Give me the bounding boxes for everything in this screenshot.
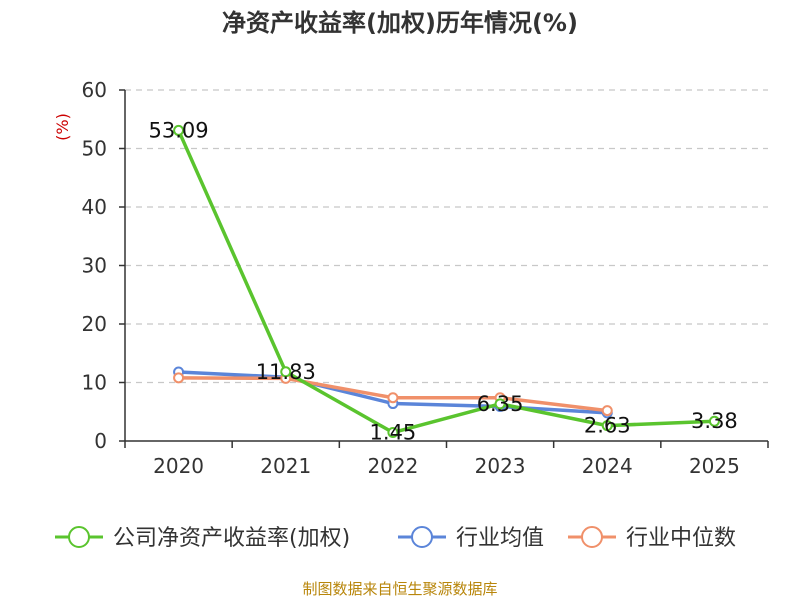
y-tick-label: 50	[82, 137, 107, 161]
data-point[interactable]	[494, 398, 506, 410]
legend[interactable]: 公司净资产收益率(加权) 行业均值 行业中位数	[55, 526, 736, 551]
legend-label: 公司净资产收益率(加权)	[113, 526, 350, 551]
y-tick-label: 0	[94, 429, 107, 453]
data-point[interactable]	[173, 372, 185, 384]
data-label: 1.45	[370, 421, 417, 445]
x-tick-label: 2022	[367, 454, 418, 478]
data-point[interactable]	[173, 124, 185, 136]
series-2	[173, 372, 613, 417]
series-lines	[173, 124, 720, 439]
x-tick-label: 2021	[260, 454, 311, 478]
x-tick-label: 2024	[582, 454, 633, 478]
legend-marker	[68, 526, 90, 548]
chart-title: 净资产收益率(加权)历年情况(%)	[222, 9, 578, 37]
x-tick-label: 2023	[475, 454, 526, 478]
y-tick-label: 30	[82, 254, 107, 278]
legend-item-1[interactable]: 行业均值	[398, 526, 544, 551]
legend-label: 行业中位数	[626, 526, 736, 551]
data-labels: 53.09 11.83 1.45 6.35 2.63 3.38	[149, 118, 738, 444]
legend-item-0[interactable]: 公司净资产收益率(加权)	[55, 526, 350, 551]
axes: 0 10 20 30 40 50 60 2020 2021 2022 2023 2024 2025	[82, 78, 769, 478]
legend-marker	[411, 526, 433, 548]
source-note: 制图数据来自恒生聚源数据库	[302, 580, 497, 598]
data-point[interactable]	[387, 427, 399, 439]
data-label: 6.35	[477, 392, 524, 416]
grid-lines	[125, 89, 768, 384]
data-label: 2.63	[584, 414, 631, 438]
data-point[interactable]	[708, 415, 720, 427]
data-point[interactable]	[280, 366, 292, 378]
y-tick-label: 10	[82, 371, 107, 395]
legend-item-2[interactable]: 行业中位数	[568, 526, 736, 551]
series-line	[176, 129, 715, 435]
data-label: 3.38	[691, 409, 738, 433]
y-tick-label: 60	[82, 78, 107, 102]
y-tick-label: 40	[82, 195, 107, 219]
legend-marker	[581, 526, 603, 548]
data-point[interactable]	[601, 405, 613, 417]
legend-label: 行业均值	[456, 526, 544, 551]
x-tick-label: 2020	[153, 454, 204, 478]
data-label: 11.83	[256, 360, 316, 384]
data-point[interactable]	[387, 392, 399, 404]
data-label: 53.09	[149, 118, 209, 142]
data-point[interactable]	[601, 420, 613, 432]
x-tick-label: 2025	[689, 454, 740, 478]
y-axis-unit: (%)	[53, 113, 72, 141]
y-tick-label: 20	[82, 312, 107, 336]
series-0	[173, 124, 720, 439]
